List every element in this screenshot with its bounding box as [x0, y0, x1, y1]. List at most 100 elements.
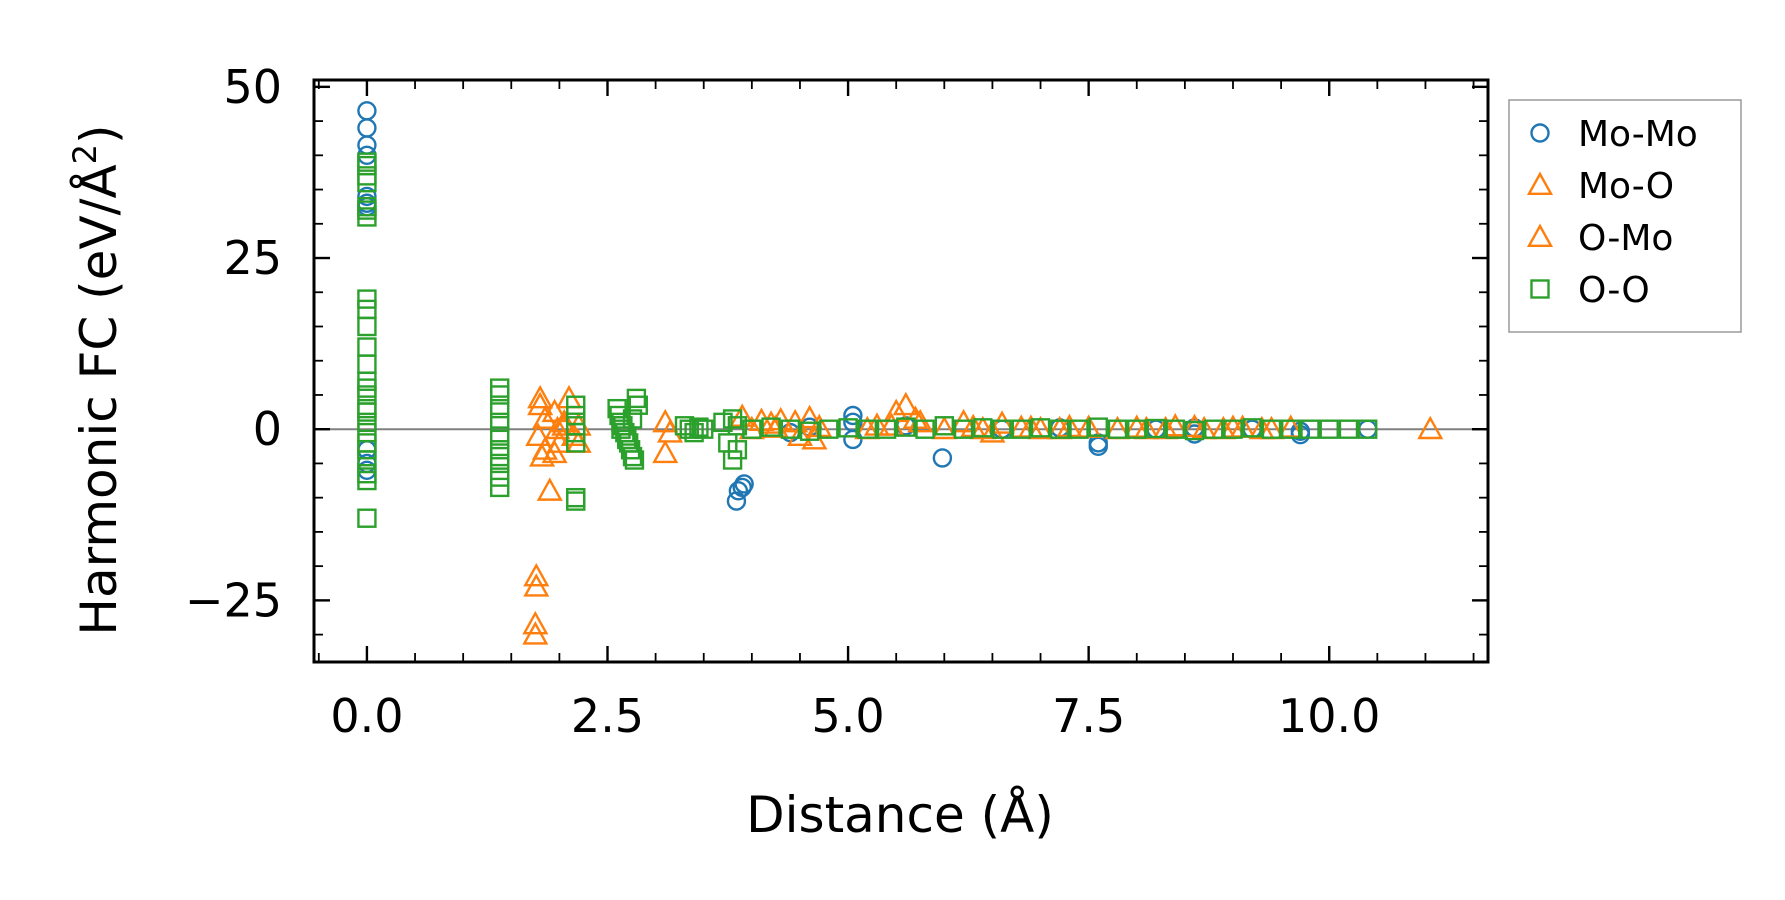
data-point: [357, 440, 377, 460]
data-point: [722, 409, 743, 429]
data-point: [622, 409, 643, 429]
data-point: [1050, 419, 1070, 439]
data-point: [357, 145, 377, 166]
y-axis-title-sup: 2: [66, 144, 104, 164]
data-point: [490, 453, 510, 474]
data-point: [541, 439, 568, 464]
data-point: [742, 419, 762, 439]
data-point: [357, 508, 377, 528]
data-point: [843, 429, 863, 450]
data-point: [1069, 419, 1089, 439]
data-point: [1261, 419, 1282, 439]
data-point: [357, 207, 377, 227]
data-point: [531, 405, 558, 429]
data-point: [357, 289, 377, 309]
data-point: [551, 408, 578, 433]
plot-frame: [312, 78, 1490, 664]
data-point: [357, 101, 377, 121]
data-point: [523, 562, 550, 587]
series-mo-mo: [357, 101, 1378, 511]
data-point: [624, 450, 645, 470]
data-point: [490, 398, 510, 419]
data-point: [1165, 419, 1185, 439]
data-point: [973, 418, 993, 438]
x-axis-title: Distance (Å): [746, 786, 1054, 844]
data-point: [490, 426, 510, 446]
data-point: [979, 419, 1006, 443]
data-point: [620, 440, 641, 460]
data-point: [989, 410, 1016, 434]
data-point: [1027, 415, 1054, 440]
data-point: [1011, 419, 1031, 439]
data-point: [1242, 418, 1262, 438]
legend-item-o-mo: O-Mo: [1526, 218, 1673, 259]
data-point: [541, 398, 568, 423]
data-point: [566, 422, 586, 443]
data-point: [761, 417, 781, 437]
data-point: [357, 316, 377, 337]
legend-marker: [1530, 279, 1550, 299]
legend-label: O-O: [1578, 270, 1650, 311]
data-point: [953, 419, 974, 439]
data-point: [843, 405, 863, 426]
y-tick-label: 25: [223, 231, 282, 285]
x-tick-label: 0.0: [330, 689, 403, 743]
y-tick-label: 0: [253, 402, 282, 456]
data-point: [758, 410, 785, 434]
data-point: [357, 450, 377, 470]
data-point: [857, 419, 878, 439]
data-point: [1338, 419, 1359, 439]
x-tick-label: 5.0: [811, 689, 884, 743]
data-point: [689, 417, 709, 437]
data-point: [566, 487, 586, 508]
data-point: [992, 419, 1012, 439]
data-point: [617, 429, 637, 450]
data-point: [819, 419, 839, 439]
data-point: [357, 299, 377, 320]
data-point: [1146, 418, 1166, 439]
data-point: [915, 419, 935, 439]
data-point: [536, 477, 563, 501]
data-point: [727, 416, 748, 436]
series-o-o: [357, 152, 1378, 528]
data-point: [734, 474, 754, 494]
data-point: [896, 417, 916, 437]
data-point: [490, 446, 510, 467]
data-point: [357, 337, 377, 357]
data-point: [522, 610, 549, 635]
data-point: [934, 416, 955, 436]
data-point: [780, 419, 801, 439]
data-point: [892, 391, 919, 416]
data-point: [652, 439, 679, 464]
data-point: [799, 421, 820, 441]
data-point: [786, 422, 813, 447]
data-marks: [357, 101, 1444, 645]
data-point: [1184, 420, 1205, 441]
data-point: [1204, 419, 1224, 439]
data-point: [357, 186, 377, 207]
y-axis-title: Harmonic FC (eV/Å2): [66, 124, 128, 635]
data-point: [1281, 419, 1301, 439]
x-tick-label: 7.5: [1052, 689, 1125, 743]
x-tick-label: 10.0: [1278, 689, 1380, 743]
x-tick-label: 2.5: [571, 689, 644, 743]
data-point: [1107, 419, 1128, 439]
legend-marker: [1526, 171, 1554, 196]
data-point: [527, 391, 554, 416]
data-point: [357, 378, 377, 398]
data-point: [490, 412, 510, 433]
data-point: [490, 467, 510, 487]
data-point: [796, 404, 823, 429]
legend-item-mo-mo: Mo-Mo: [1530, 114, 1698, 155]
data-point: [1319, 419, 1339, 439]
data-point: [357, 470, 377, 491]
legend-marker: [1530, 123, 1550, 143]
data-point: [838, 418, 858, 438]
data-point: [1417, 415, 1444, 440]
data-point: [694, 419, 714, 439]
legend-item-o-o: O-O: [1530, 270, 1650, 311]
data-point: [722, 450, 743, 470]
data-point: [490, 477, 510, 498]
y-axis-title-close: ): [70, 124, 128, 144]
